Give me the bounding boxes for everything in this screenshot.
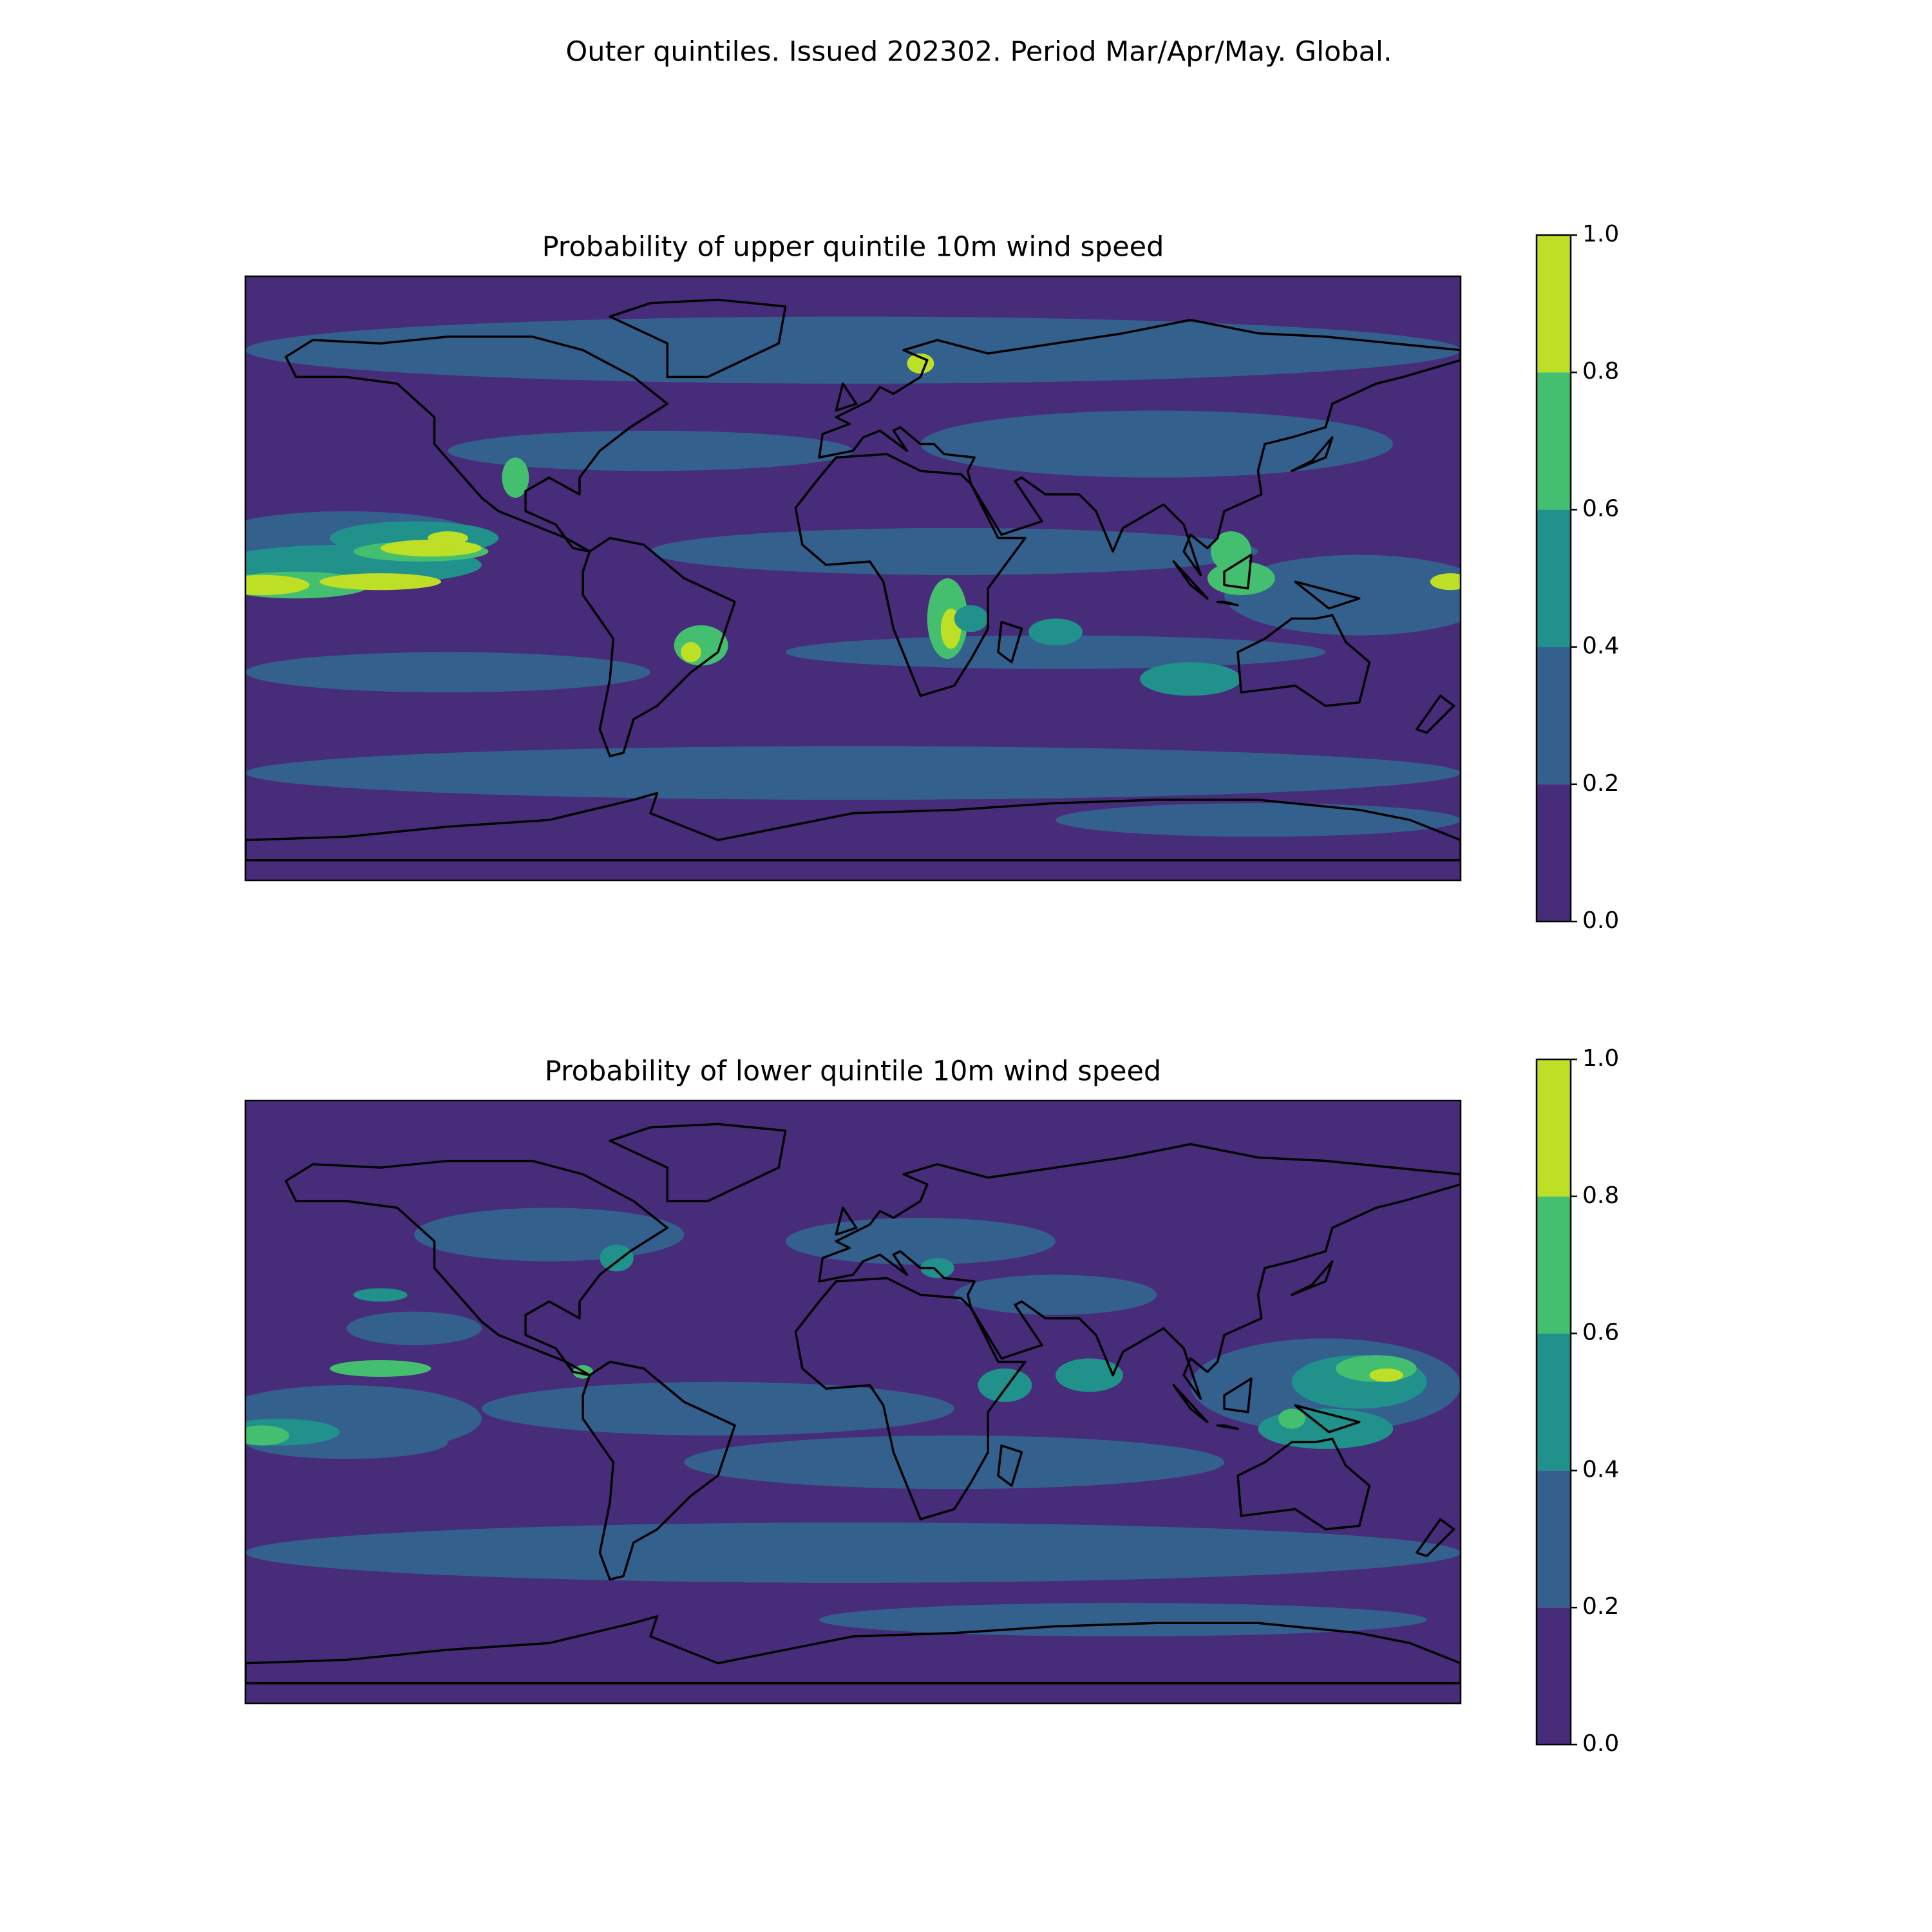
coastline bbox=[245, 791, 1461, 862]
coastline bbox=[285, 336, 668, 553]
map-frame bbox=[244, 275, 1462, 882]
probability-region bbox=[1056, 1358, 1123, 1392]
probability-region bbox=[907, 353, 934, 374]
probability-region bbox=[978, 1368, 1032, 1402]
coastline bbox=[1294, 1404, 1361, 1434]
probability-region bbox=[330, 1360, 431, 1377]
figure-title: Outer quintiles. Issued 202302. Period M… bbox=[565, 36, 1392, 68]
probability-region bbox=[1028, 618, 1083, 646]
coastline bbox=[1291, 436, 1334, 472]
probability-region bbox=[245, 574, 310, 596]
coastline bbox=[997, 1444, 1023, 1487]
coastline bbox=[609, 298, 787, 379]
probability-region bbox=[1430, 573, 1461, 591]
colorbar-segment bbox=[1537, 509, 1571, 647]
colorbar-frame bbox=[1535, 234, 1572, 923]
coastline bbox=[1223, 553, 1253, 590]
probability-region bbox=[819, 1603, 1427, 1636]
probability-region bbox=[920, 410, 1394, 478]
colorbar-frame bbox=[1535, 1058, 1572, 1746]
coastline bbox=[1216, 600, 1239, 607]
probability-region bbox=[684, 1435, 1225, 1490]
probability-region bbox=[245, 746, 1461, 800]
coastline bbox=[1416, 1518, 1455, 1557]
colorbar-segment bbox=[1537, 1333, 1571, 1471]
coastline bbox=[997, 620, 1023, 664]
coastline bbox=[1294, 580, 1361, 610]
coastline bbox=[1172, 560, 1209, 600]
colorbar-segment bbox=[1537, 1196, 1571, 1334]
colorbar-tick-label: 0.6 bbox=[1582, 1320, 1619, 1346]
probability-region bbox=[954, 605, 989, 632]
coastline bbox=[1416, 694, 1455, 734]
colorbar-segment bbox=[1537, 235, 1571, 373]
probability-region bbox=[1140, 662, 1242, 696]
map-field bbox=[245, 276, 1461, 880]
probability-region bbox=[650, 527, 1258, 575]
colorbar-segment bbox=[1537, 784, 1571, 922]
probability-region bbox=[920, 1258, 954, 1278]
coastline bbox=[285, 1159, 668, 1377]
map-title: Probability of lower quintile 10m wind s… bbox=[545, 1056, 1161, 1088]
probability-region bbox=[414, 1208, 685, 1262]
coastline bbox=[1236, 1437, 1371, 1531]
colorbar-segment bbox=[1537, 372, 1571, 510]
map-title: Probability of upper quintile 10m wind s… bbox=[542, 231, 1164, 263]
probability-region bbox=[502, 457, 529, 498]
probability-region bbox=[448, 430, 853, 471]
coastline bbox=[245, 1615, 1461, 1685]
coastline bbox=[835, 1206, 858, 1236]
probability-region bbox=[481, 1381, 954, 1435]
probability-region bbox=[245, 1425, 290, 1446]
probability-region bbox=[954, 1274, 1157, 1315]
coastline bbox=[582, 1360, 736, 1581]
coastline bbox=[794, 1276, 1027, 1520]
coastline bbox=[1216, 1424, 1239, 1430]
colorbar-segment bbox=[1537, 1470, 1571, 1608]
coastline bbox=[582, 536, 736, 757]
probability-region bbox=[785, 635, 1326, 669]
colorbar-tick-label: 1.0 bbox=[1582, 1045, 1619, 1072]
colorbar-tick-label: 0.4 bbox=[1582, 633, 1619, 659]
probability-region bbox=[245, 1522, 1461, 1583]
colorbar-tick-label: 0.2 bbox=[1582, 770, 1619, 797]
colorbar-tick-label: 0.0 bbox=[1582, 907, 1619, 934]
coastline bbox=[609, 1122, 787, 1202]
colorbar-segment bbox=[1537, 647, 1571, 784]
map-frame bbox=[244, 1099, 1462, 1705]
probability-region bbox=[428, 531, 468, 545]
probability-region bbox=[1369, 1368, 1403, 1382]
probability-region bbox=[380, 540, 482, 557]
coastline bbox=[835, 383, 858, 412]
colorbar-segment bbox=[1537, 1607, 1571, 1745]
coastline bbox=[1172, 1384, 1209, 1423]
coastline bbox=[794, 453, 1027, 697]
probability-region bbox=[600, 1244, 634, 1272]
colorbar-tick-label: 0.4 bbox=[1582, 1456, 1619, 1482]
colorbar-segment bbox=[1537, 1059, 1571, 1197]
colorbar-tick-label: 0.0 bbox=[1582, 1730, 1619, 1757]
colorbar-tick-label: 0.6 bbox=[1582, 495, 1619, 522]
colorbar-tick-label: 0.2 bbox=[1582, 1593, 1619, 1620]
probability-region bbox=[1278, 1408, 1305, 1429]
probability-region bbox=[346, 1311, 482, 1345]
colorbar-tick-label: 0.8 bbox=[1582, 358, 1619, 384]
probability-region bbox=[353, 1288, 408, 1302]
coastline bbox=[1236, 614, 1371, 707]
probability-region bbox=[319, 573, 442, 591]
probability-region bbox=[681, 642, 701, 663]
coastline bbox=[1223, 1377, 1253, 1414]
probability-region bbox=[245, 316, 1461, 384]
coastline bbox=[818, 1142, 1461, 1400]
probability-region bbox=[245, 652, 650, 693]
colorbar-tick-label: 0.8 bbox=[1582, 1182, 1619, 1209]
probability-region bbox=[1056, 803, 1461, 837]
colorbar-tick-label: 1.0 bbox=[1582, 221, 1619, 247]
coastline bbox=[1291, 1260, 1334, 1296]
map-field bbox=[245, 1101, 1461, 1703]
coastline bbox=[818, 318, 1461, 576]
